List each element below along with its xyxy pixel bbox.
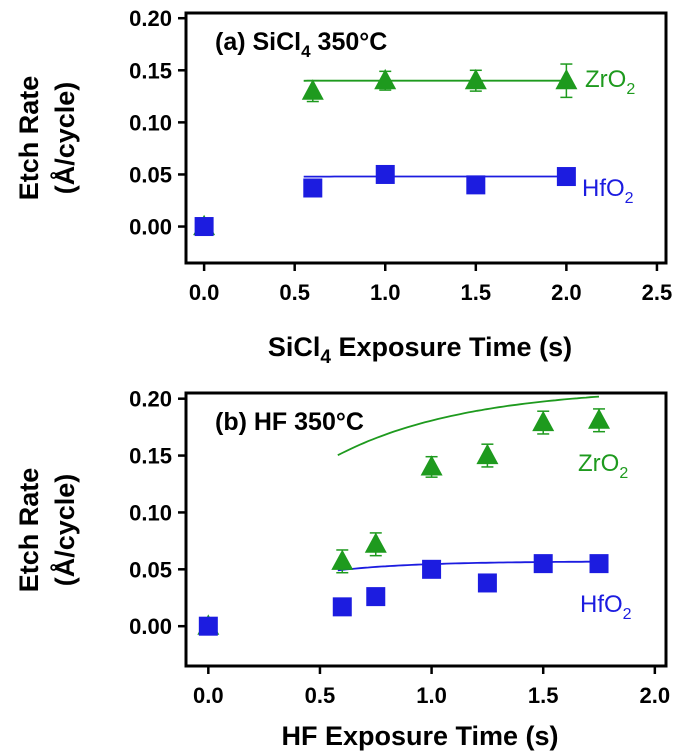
data-point-zro2 bbox=[364, 532, 387, 553]
data-point-hfo2 bbox=[194, 217, 214, 237]
x-tick-label: 0.0 bbox=[193, 683, 224, 708]
data-point-zro2 bbox=[532, 410, 555, 432]
ticks-a: 0.0 0.5 1.0 1.5 2.0 2.5 0.00 0.05 0.10 0.15 0.20 bbox=[129, 6, 672, 305]
y-axis-title-a-line1: Etch Rate bbox=[14, 76, 44, 201]
data-point-hfo2 bbox=[477, 573, 497, 593]
data-point-hfo2 bbox=[303, 178, 323, 198]
x-tick-label: 1.0 bbox=[416, 683, 447, 708]
x-tick-label: 1.5 bbox=[461, 280, 492, 305]
data-point-hfo2 bbox=[533, 554, 553, 574]
panel-a: 0.0 0.5 1.0 1.5 2.0 2.5 0.00 0.05 0.10 0.15 0.20 (… bbox=[14, 6, 672, 368]
data-point-zro2 bbox=[420, 455, 443, 476]
data-point-hfo2 bbox=[366, 587, 386, 607]
data-point-zro2 bbox=[588, 408, 610, 429]
panel-b: 0.0 0.5 1.0 1.5 2.0 0.00 0.05 0.10 0.15 0.20 (b) … bbox=[14, 387, 670, 751]
data-point-zro2 bbox=[464, 68, 487, 90]
x-axis-title-a: SiCl4 Exposure Time (s) bbox=[268, 332, 572, 368]
x-axis-title-b: HF Exposure Time (s) bbox=[281, 721, 558, 751]
data-point-hfo2 bbox=[422, 559, 442, 579]
data-point-hfo2 bbox=[589, 554, 609, 574]
series-label-zro2-b: ZrO2 bbox=[578, 450, 628, 482]
y-tick-label: 0.20 bbox=[129, 387, 172, 412]
data-point-zro2 bbox=[374, 68, 397, 90]
y-tick-label: 0.15 bbox=[129, 444, 172, 469]
x-tick-label: 0.5 bbox=[279, 280, 310, 305]
x-tick-label: 2.5 bbox=[642, 280, 673, 305]
y-tick-label: 0.20 bbox=[129, 6, 172, 31]
fit-curves-a bbox=[303, 79, 567, 178]
plot-frame-b bbox=[184, 391, 668, 668]
y-axis-title-a-line2: (Å/cycle) bbox=[49, 82, 80, 195]
data-point-hfo2 bbox=[198, 616, 218, 636]
series-label-hfo2-a: HfO2 bbox=[582, 175, 634, 207]
data-point-hfo2 bbox=[375, 164, 395, 184]
y-tick-label: 0.15 bbox=[129, 58, 172, 83]
data-point-zro2 bbox=[331, 549, 354, 570]
x-tick-label: 0.5 bbox=[305, 683, 336, 708]
y-tick-label: 0.10 bbox=[129, 110, 172, 135]
series-label-zro2-a: ZrO2 bbox=[585, 66, 635, 98]
y-tick-label: 0.00 bbox=[129, 614, 172, 639]
data-point-zro2 bbox=[476, 443, 499, 465]
data-point-zro2 bbox=[301, 79, 324, 100]
data-point-hfo2 bbox=[332, 597, 352, 617]
y-axis-title-b-line2: (Å/cycle) bbox=[49, 474, 80, 587]
y-axis-title-b-line1: Etch Rate bbox=[14, 468, 44, 593]
fit-curve-hfo2 bbox=[337, 560, 599, 572]
x-tick-label: 2.0 bbox=[551, 280, 582, 305]
y-tick-label: 0.05 bbox=[129, 557, 172, 582]
x-tick-label: 0.0 bbox=[189, 280, 220, 305]
x-tick-label: 1.0 bbox=[370, 280, 401, 305]
plot-frame-a bbox=[184, 11, 668, 265]
panel-title-a: (a) SiCl4 350°C bbox=[215, 28, 387, 61]
ticks-b: 0.0 0.5 1.0 1.5 2.0 0.00 0.05 0.10 0.15 0.20 bbox=[129, 387, 670, 708]
y-tick-label: 0.00 bbox=[129, 215, 172, 240]
series-label-hfo2-b: HfO2 bbox=[580, 591, 632, 623]
data-marks-b bbox=[197, 408, 610, 636]
data-marks-a bbox=[193, 63, 578, 237]
fit-curves-b bbox=[337, 395, 600, 572]
y-tick-label: 0.05 bbox=[129, 162, 172, 187]
data-point-zro2 bbox=[555, 68, 578, 90]
x-tick-label: 2.0 bbox=[640, 683, 671, 708]
fit-curve-zro2 bbox=[337, 395, 600, 457]
y-tick-label: 0.10 bbox=[129, 500, 172, 525]
data-point-hfo2 bbox=[466, 175, 486, 195]
panel-title-b: (b) HF 350°C bbox=[215, 408, 364, 436]
x-tick-label: 1.5 bbox=[528, 683, 559, 708]
data-point-hfo2 bbox=[556, 167, 576, 187]
